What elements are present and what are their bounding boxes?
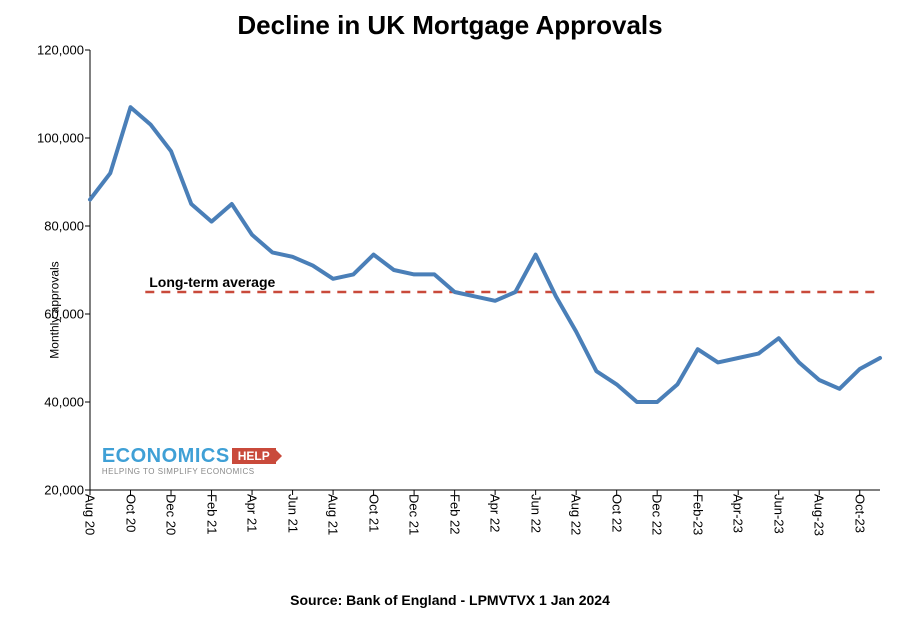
plot-area: Long-term average ECONOMICSHELP HELPING …: [90, 50, 880, 490]
y-tick-label: 80,000: [44, 219, 90, 234]
x-tick-label: Feb-23: [690, 494, 705, 535]
x-tick-label: Aug 22: [569, 494, 584, 535]
reference-line-label: Long-term average: [149, 274, 275, 290]
x-tick-label: Oct 21: [366, 494, 381, 532]
x-tick-label: Aug-23: [812, 494, 827, 536]
x-tick-label: Feb 21: [204, 494, 219, 534]
x-tick-label: Oct 22: [609, 494, 624, 532]
x-tick-label: Apr-23: [731, 494, 746, 533]
y-tick-label: 100,000: [37, 131, 90, 146]
x-tick-label: Oct-23: [852, 494, 867, 533]
x-tick-label: Feb 22: [447, 494, 462, 534]
x-tick-label: Aug 20: [83, 494, 98, 535]
x-tick-label: Jun-23: [771, 494, 786, 534]
approvals-series-line: [90, 107, 880, 402]
plot-svg: [90, 50, 880, 490]
y-tick-label: 120,000: [37, 43, 90, 58]
x-tick-label: Aug 21: [326, 494, 341, 535]
chart-title: Decline in UK Mortgage Approvals: [0, 10, 900, 41]
logo-subtext: HELPING TO SIMPLIFY ECONOMICS: [102, 468, 276, 476]
x-tick-label: Jun 22: [528, 494, 543, 533]
y-tick-label: 40,000: [44, 395, 90, 410]
logo-tag-text: HELP: [232, 448, 276, 464]
x-tick-label: Oct 20: [123, 494, 138, 532]
x-tick-label: Dec 20: [164, 494, 179, 535]
y-tick-label: 60,000: [44, 307, 90, 322]
x-ticks-group: Aug 20Oct 20Dec 20Feb 21Apr 21Jun 21Aug …: [90, 490, 880, 560]
source-caption: Source: Bank of England - LPMVTVX 1 Jan …: [0, 592, 900, 608]
x-tick-label: Apr 21: [245, 494, 260, 532]
x-tick-label: Dec 21: [407, 494, 422, 535]
chart-container: Decline in UK Mortgage Approvals Monthly…: [0, 0, 900, 620]
x-tick-label: Dec 22: [650, 494, 665, 535]
x-tick-label: Apr 22: [488, 494, 503, 532]
x-tick-label: Jun 21: [285, 494, 300, 533]
logo-primary-text: ECONOMICS: [102, 445, 230, 467]
brand-logo: ECONOMICSHELP HELPING TO SIMPLIFY ECONOM…: [102, 446, 276, 476]
